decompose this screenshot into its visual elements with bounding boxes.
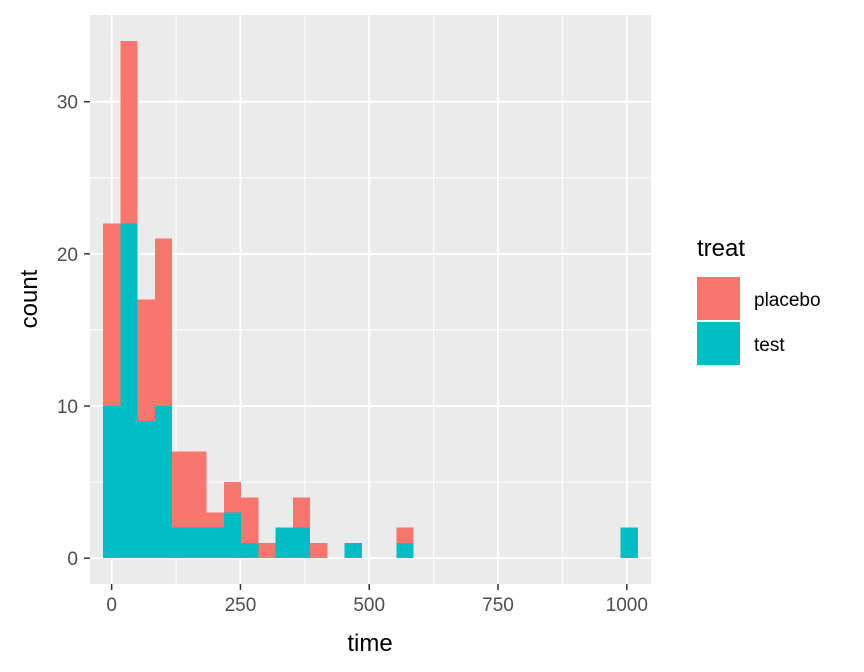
- bar-test: [241, 542, 259, 559]
- bar-placebo: [310, 542, 328, 559]
- y-tick-label: 10: [57, 397, 78, 418]
- x-tick-label: 250: [225, 595, 257, 616]
- y-tick-label: 20: [57, 245, 78, 266]
- bar-placebo: [206, 512, 224, 528]
- bar-placebo: [292, 497, 311, 528]
- bar-placebo: [103, 223, 121, 406]
- bar-test: [189, 527, 207, 559]
- x-axis-title: time: [347, 630, 392, 657]
- bar-test: [103, 405, 121, 559]
- bar-test: [275, 527, 293, 559]
- bar-placebo: [396, 527, 414, 543]
- x-tick-label: 750: [482, 595, 514, 616]
- bar-placebo: [120, 40, 138, 224]
- y-tick-label: 0: [67, 549, 78, 570]
- x-tick-label: 500: [353, 595, 385, 616]
- legend-label-test: test: [754, 335, 785, 356]
- bar-test: [396, 542, 414, 559]
- x-tick-label: 1000: [606, 595, 648, 616]
- bar-placebo: [189, 451, 207, 528]
- bar-test: [154, 405, 173, 559]
- y-axis-ticks: 0 10 20 30: [57, 93, 90, 570]
- bar-placebo: [241, 497, 259, 543]
- bar-test: [620, 527, 638, 559]
- bar-placebo: [258, 542, 276, 559]
- histogram-bars: [103, 40, 638, 559]
- legend-key-placebo: [697, 277, 740, 320]
- bar-test: [172, 527, 190, 559]
- x-axis-ticks: 0 250 500 750 1000: [106, 584, 648, 616]
- bar-test: [223, 512, 242, 559]
- bar-placebo: [154, 238, 173, 406]
- x-tick-label: 0: [106, 595, 117, 616]
- bar-placebo: [137, 299, 155, 422]
- bar-test: [206, 527, 224, 559]
- y-axis-title: count: [16, 269, 43, 328]
- bar-placebo: [172, 451, 190, 528]
- bar-test: [137, 421, 155, 559]
- bar-test: [292, 527, 311, 559]
- bar-test: [120, 223, 138, 559]
- legend: treat placebo test: [697, 235, 821, 365]
- grid-lines: [90, 15, 651, 584]
- y-tick-label: 30: [57, 93, 78, 114]
- bar-test: [344, 542, 362, 559]
- legend-title: treat: [697, 235, 745, 262]
- bar-placebo: [223, 482, 242, 513]
- legend-label-placebo: placebo: [754, 290, 821, 311]
- legend-key-test: [697, 322, 740, 365]
